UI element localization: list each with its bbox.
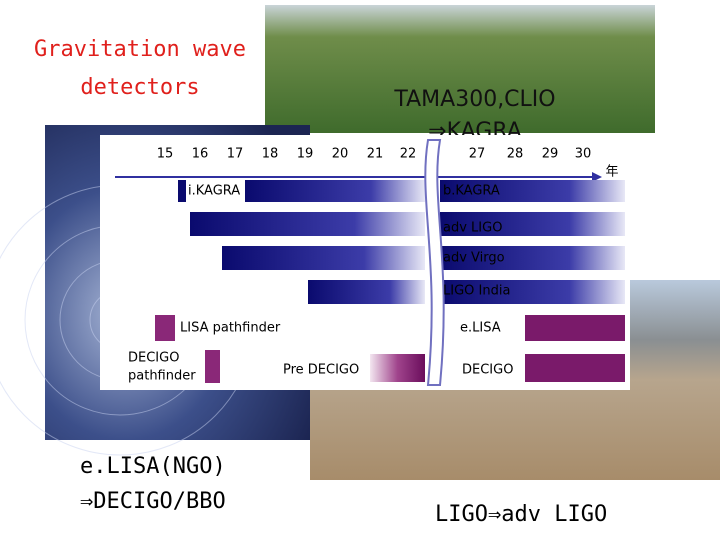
year-label: 15	[157, 147, 174, 162]
year-label: 30	[575, 147, 592, 162]
title: Gravitation wave	[34, 37, 246, 62]
time-break	[424, 139, 445, 386]
axis-arrow	[592, 172, 602, 182]
year-label: 22	[400, 147, 417, 162]
row-label: adv Virgo	[443, 251, 505, 266]
row-label: DECIGO	[462, 363, 513, 378]
photo-caption: TAMA300,CLIO	[393, 87, 555, 112]
row-label: Pre DECIGO	[283, 363, 359, 378]
row-label: LISA pathfinder	[180, 321, 281, 336]
row-label: adv LIGO	[443, 221, 502, 236]
row-label: LIGO India	[443, 284, 510, 299]
year-label: 19	[297, 147, 314, 162]
row-label: b.KAGRA	[443, 184, 500, 199]
unit: 年	[605, 165, 618, 180]
year-labels: 15 16 17 18 19 20 21 22 27 28 29 30	[157, 147, 592, 162]
year-label: 16	[192, 147, 209, 162]
caption: ⇒DECIGO/BBO	[80, 489, 226, 514]
caption: LIGO⇒adv LIGO	[435, 502, 607, 527]
row-label: i.KAGRA	[188, 184, 240, 199]
mountain-photo	[265, 5, 655, 133]
year-label: 20	[332, 147, 349, 162]
year-label: 18	[262, 147, 279, 162]
bars	[155, 180, 625, 383]
caption: e.LISA(NGO)	[80, 454, 226, 479]
title: detectors	[80, 75, 199, 100]
year-label: 17	[227, 147, 244, 162]
row-label: e.LISA	[460, 321, 501, 336]
year-label: 29	[542, 147, 559, 162]
year-label: 21	[367, 147, 384, 162]
row-label: pathfinder	[128, 369, 196, 384]
row-label: DECIGO	[128, 351, 179, 366]
year-label: 28	[507, 147, 524, 162]
year-label: 27	[469, 147, 486, 162]
